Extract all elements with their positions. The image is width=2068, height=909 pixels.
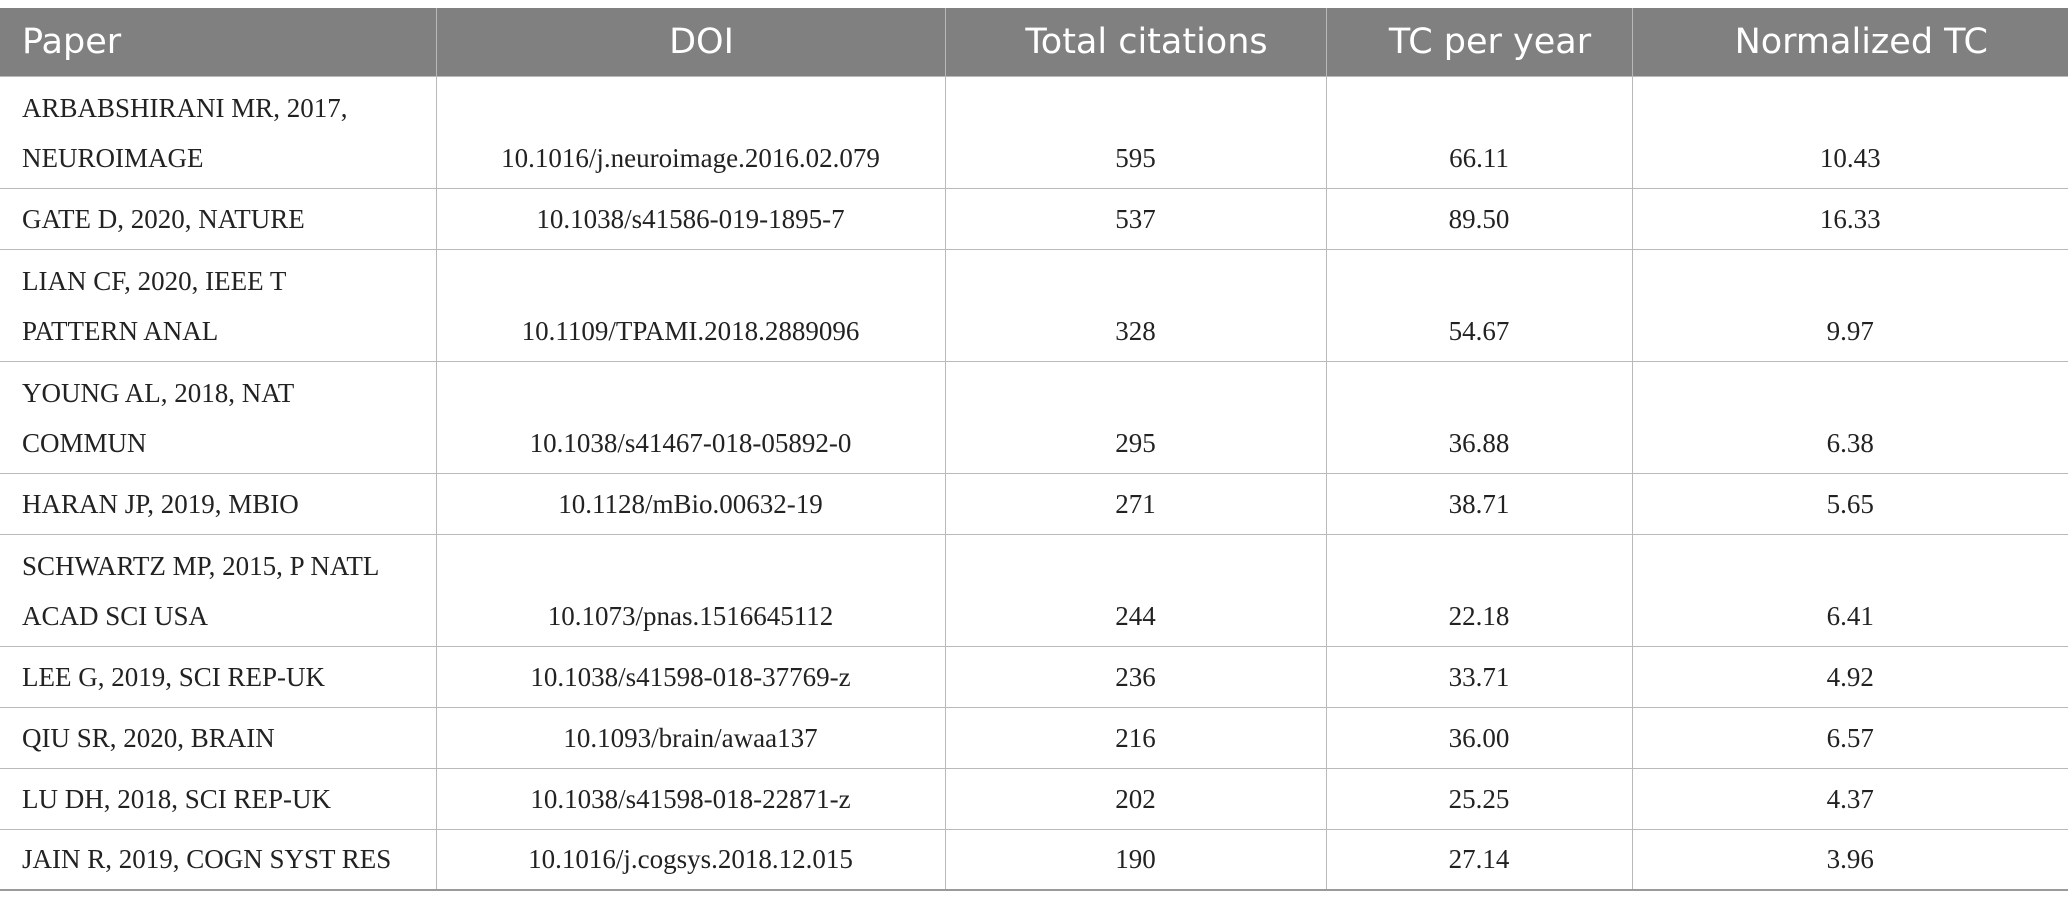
table-row: HARAN JP, 2019, MBIO 10.1128/mBio.00632-1… bbox=[0, 472, 2068, 535]
cell-doi: 10.1109/TPAMI.2018.2889096 bbox=[435, 248, 946, 362]
paper-line: LIAN CF, 2020, IEEE T bbox=[22, 265, 287, 296]
paper-line: LEE G, 2019, SCI REP-UK bbox=[22, 661, 325, 692]
cell-tc-per-year: 33.71 bbox=[1325, 645, 1633, 708]
cell-normalized-tc: 6.57 bbox=[1631, 706, 2068, 769]
table-body: ARBABSHIRANI MR, 2017, NEUROIMAGE 10.1016/… bbox=[0, 75, 2068, 891]
cell-total-citations: 537 bbox=[944, 187, 1327, 250]
paper-line: LU DH, 2018, SCI REP-UK bbox=[22, 783, 332, 814]
table-row: YOUNG AL, 2018, NAT COMMUN 10.1038/s41467-… bbox=[0, 360, 2068, 474]
cell-paper: HARAN JP, 2019, MBIO bbox=[0, 472, 437, 535]
cell-normalized-tc: 6.38 bbox=[1631, 360, 2068, 474]
cell-total-citations: 295 bbox=[944, 360, 1327, 474]
citation-table: Paper DOI Total citations TC per year No… bbox=[0, 8, 2068, 891]
cell-normalized-tc: 6.41 bbox=[1631, 533, 2068, 647]
paper-line: QIU SR, 2020, BRAIN bbox=[22, 722, 275, 753]
paper-line: NEUROIMAGE bbox=[22, 142, 204, 173]
cell-tc-per-year: 36.88 bbox=[1325, 360, 1633, 474]
cell-paper: QIU SR, 2020, BRAIN bbox=[0, 706, 437, 769]
cell-normalized-tc: 9.97 bbox=[1631, 248, 2068, 362]
paper-line: HARAN JP, 2019, MBIO bbox=[22, 488, 299, 519]
cell-doi: 10.1016/j.cogsys.2018.12.015 bbox=[435, 828, 946, 891]
paper-line: SCHWARTZ MP, 2015, P NATL bbox=[22, 550, 380, 581]
cell-total-citations: 328 bbox=[944, 248, 1327, 362]
cell-paper: LIAN CF, 2020, IEEE T PATTERN ANAL bbox=[0, 248, 437, 362]
cell-paper: LU DH, 2018, SCI REP-UK bbox=[0, 767, 437, 830]
cell-total-citations: 271 bbox=[944, 472, 1327, 535]
cell-doi: 10.1073/pnas.1516645112 bbox=[435, 533, 946, 647]
paper-line: ARBABSHIRANI MR, 2017, bbox=[22, 92, 348, 123]
header-row: Paper DOI Total citations TC per year No… bbox=[0, 8, 2068, 76]
table-header: Paper DOI Total citations TC per year No… bbox=[0, 8, 2068, 76]
cell-total-citations: 216 bbox=[944, 706, 1327, 769]
paper-line: PATTERN ANAL bbox=[22, 315, 219, 346]
cell-total-citations: 244 bbox=[944, 533, 1327, 647]
cell-total-citations: 190 bbox=[944, 828, 1327, 891]
table-row: LEE G, 2019, SCI REP-UK 10.1038/s41598-01… bbox=[0, 645, 2068, 708]
cell-normalized-tc: 16.33 bbox=[1631, 187, 2068, 250]
header-total-citations: Total citations bbox=[944, 8, 1326, 76]
table-row: JAIN R, 2019, COGN SYST RES 10.1016/j.cog… bbox=[0, 828, 2068, 891]
cell-paper: ARBABSHIRANI MR, 2017, NEUROIMAGE bbox=[0, 75, 437, 189]
cell-doi: 10.1038/s41598-018-37769-z bbox=[435, 645, 946, 708]
cell-paper: LEE G, 2019, SCI REP-UK bbox=[0, 645, 437, 708]
cell-tc-per-year: 66.11 bbox=[1325, 75, 1633, 189]
cell-paper: YOUNG AL, 2018, NAT COMMUN bbox=[0, 360, 437, 474]
cell-normalized-tc: 4.92 bbox=[1631, 645, 2068, 708]
header-paper: Paper bbox=[0, 8, 436, 76]
cell-doi: 10.1038/s41467-018-05892-0 bbox=[435, 360, 946, 474]
cell-paper: SCHWARTZ MP, 2015, P NATL ACAD SCI USA bbox=[0, 533, 437, 647]
cell-normalized-tc: 10.43 bbox=[1631, 75, 2068, 189]
paper-line: YOUNG AL, 2018, NAT bbox=[22, 377, 295, 408]
header-normalized-tc: Normalized TC bbox=[1631, 8, 2068, 76]
cell-tc-per-year: 54.67 bbox=[1325, 248, 1633, 362]
cell-tc-per-year: 89.50 bbox=[1325, 187, 1633, 250]
table-row: LU DH, 2018, SCI REP-UK 10.1038/s41598-01… bbox=[0, 767, 2068, 830]
table-row: ARBABSHIRANI MR, 2017, NEUROIMAGE 10.1016/… bbox=[0, 75, 2068, 189]
paper-line: GATE D, 2020, NATURE bbox=[22, 203, 305, 234]
cell-total-citations: 236 bbox=[944, 645, 1327, 708]
cell-total-citations: 202 bbox=[944, 767, 1327, 830]
cell-tc-per-year: 22.18 bbox=[1325, 533, 1633, 647]
cell-tc-per-year: 36.00 bbox=[1325, 706, 1633, 769]
cell-total-citations: 595 bbox=[944, 75, 1327, 189]
cell-doi: 10.1038/s41586-019-1895-7 bbox=[435, 187, 946, 250]
cell-doi: 10.1016/j.neuroimage.2016.02.079 bbox=[435, 75, 946, 189]
paper-line: COMMUN bbox=[22, 427, 147, 458]
paper-line: ACAD SCI USA bbox=[22, 600, 209, 631]
cell-paper: GATE D, 2020, NATURE bbox=[0, 187, 437, 250]
cell-paper: JAIN R, 2019, COGN SYST RES bbox=[0, 828, 437, 891]
table-row: GATE D, 2020, NATURE 10.1038/s41586-019-1… bbox=[0, 187, 2068, 250]
table-row: QIU SR, 2020, BRAIN 10.1093/brain/awaa137… bbox=[0, 706, 2068, 769]
cell-tc-per-year: 38.71 bbox=[1325, 472, 1633, 535]
cell-tc-per-year: 27.14 bbox=[1325, 828, 1633, 891]
cell-doi: 10.1128/mBio.00632-19 bbox=[435, 472, 946, 535]
cell-normalized-tc: 5.65 bbox=[1631, 472, 2068, 535]
header-doi: DOI bbox=[435, 8, 945, 76]
cell-doi: 10.1093/brain/awaa137 bbox=[435, 706, 946, 769]
table-row: SCHWARTZ MP, 2015, P NATL ACAD SCI USA 10.… bbox=[0, 533, 2068, 647]
cell-normalized-tc: 3.96 bbox=[1631, 828, 2068, 891]
cell-doi: 10.1038/s41598-018-22871-z bbox=[435, 767, 946, 830]
table-row: LIAN CF, 2020, IEEE T PATTERN ANAL 10.1109… bbox=[0, 248, 2068, 362]
cell-normalized-tc: 4.37 bbox=[1631, 767, 2068, 830]
paper-line: JAIN R, 2019, COGN SYST RES bbox=[22, 844, 392, 874]
cell-tc-per-year: 25.25 bbox=[1325, 767, 1633, 830]
header-tc-per-year: TC per year bbox=[1325, 8, 1632, 76]
